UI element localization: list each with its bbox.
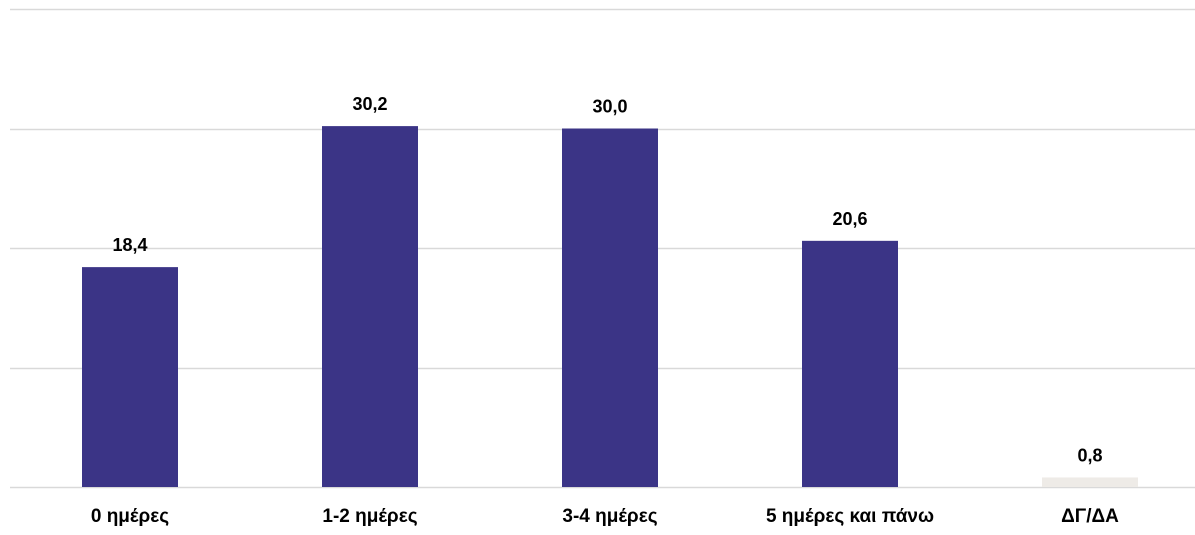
value-labels: 18,4 30,2 30,0 20,6 0,8 — [112, 94, 1102, 465]
value-label-2: 30,0 — [592, 97, 627, 117]
category-label-1: 1-2 ημέρες — [322, 506, 417, 527]
bars — [82, 126, 1138, 488]
bar-0 — [82, 267, 178, 487]
value-label-0: 18,4 — [112, 235, 147, 255]
bar-2 — [562, 128, 658, 487]
bar-3 — [802, 240, 898, 487]
category-label-2: 3-4 ημέρες — [562, 506, 657, 527]
category-labels: 0 ημέρες 1-2 ημέρες 3-4 ημέρες 5 ημέρες και… — [91, 506, 1119, 527]
category-label-4: ΔΓ/ΔΑ — [1061, 506, 1119, 527]
value-label-4: 0,8 — [1077, 445, 1102, 465]
bar-1 — [322, 126, 418, 488]
value-label-1: 30,2 — [352, 94, 387, 114]
value-label-3: 20,6 — [832, 209, 867, 229]
category-label-0: 0 ημέρες — [91, 506, 169, 527]
bar-4 — [1042, 477, 1138, 487]
category-label-3: 5 ημέρες και πάνω — [766, 506, 934, 527]
